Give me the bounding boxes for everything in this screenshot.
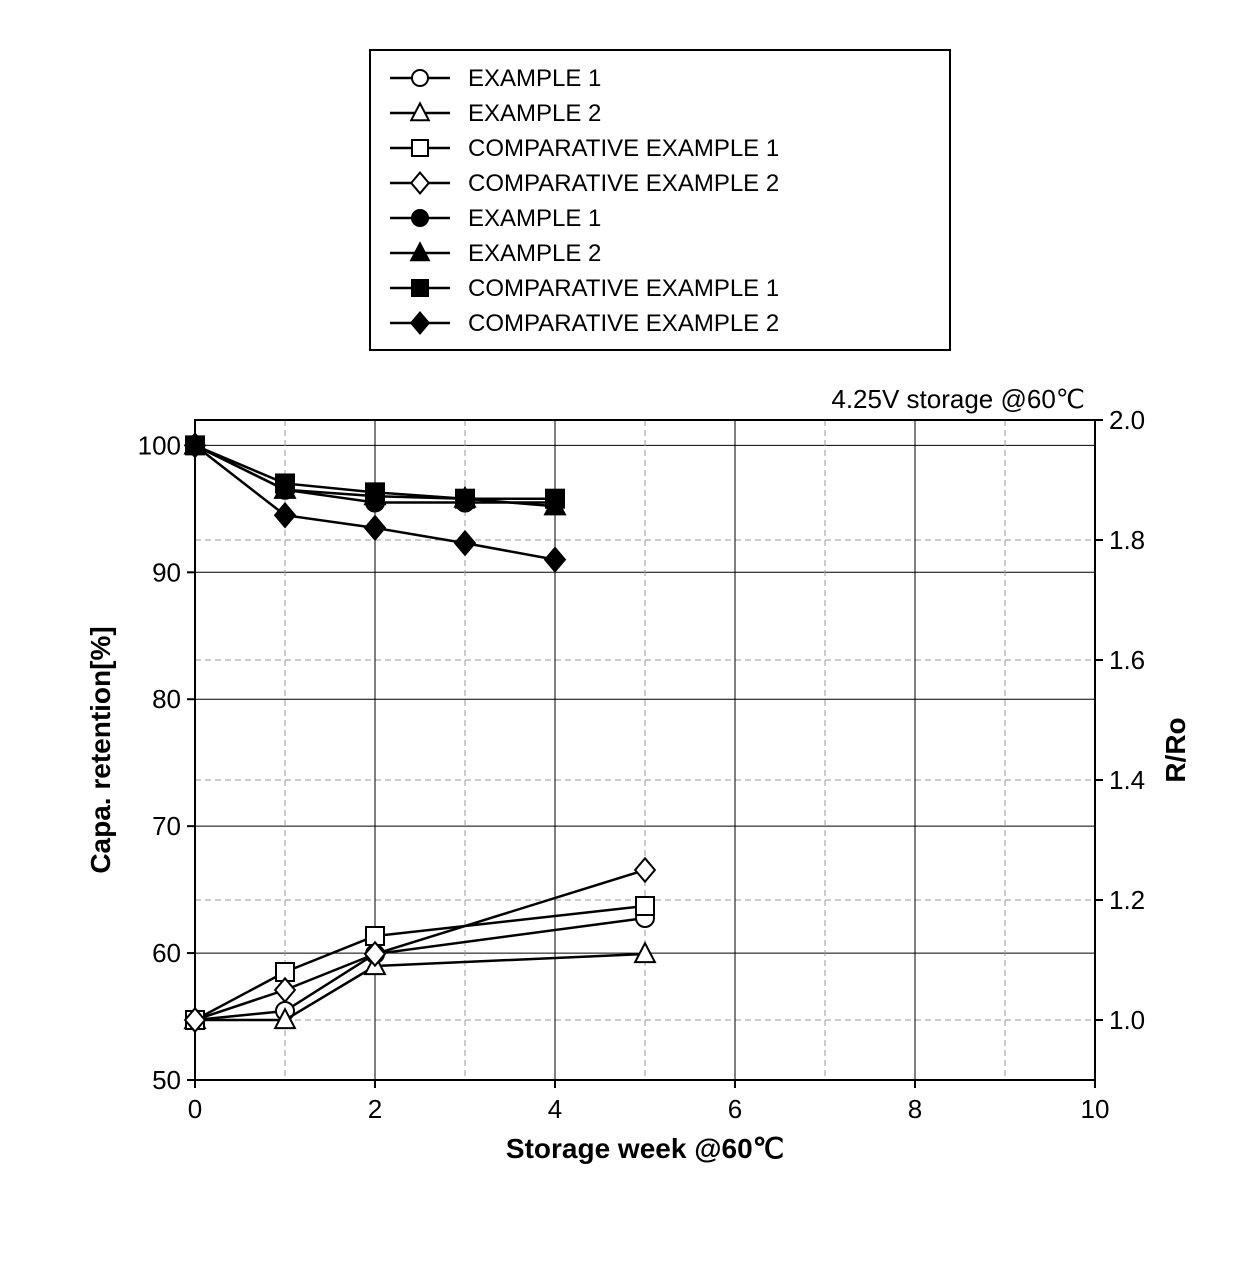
chart-title: 4.25V storage @60℃ (831, 384, 1085, 414)
svg-text:80: 80 (152, 684, 181, 714)
svg-text:2.0: 2.0 (1109, 405, 1145, 435)
svg-text:100: 100 (138, 430, 181, 460)
svg-text:6: 6 (728, 1094, 742, 1124)
svg-text:1.2: 1.2 (1109, 885, 1145, 915)
svg-text:2: 2 (368, 1094, 382, 1124)
legend-label: EXAMPLE 1 (468, 65, 601, 92)
legend-label: COMPARATIVE EXAMPLE 1 (468, 275, 779, 302)
y-axis-right-label: R/Ro (1160, 717, 1191, 782)
legend-label: EXAMPLE 2 (468, 100, 601, 127)
series-open (185, 943, 655, 1028)
svg-text:0: 0 (188, 1094, 202, 1124)
legend-label: COMPARATIVE EXAMPLE 2 (468, 310, 779, 337)
series-open (186, 909, 654, 1029)
svg-text:4: 4 (548, 1094, 562, 1124)
chart-container: { "chart": { "type": "line", "title": "4… (20, 20, 1220, 1247)
svg-text:1.0: 1.0 (1109, 1005, 1145, 1035)
svg-text:1.8: 1.8 (1109, 525, 1145, 555)
svg-text:1.4: 1.4 (1109, 765, 1145, 795)
chart-svg: 0 2 4 6 8 10 50 60 70 80 90 100 1.0 1.2 1.4 1.6 1.8 2.0 St… (20, 20, 1220, 1247)
legend-label: COMPARATIVE EXAMPLE 1 (468, 135, 779, 162)
legend: EXAMPLE 1 EXAMPLE 2 COMPARATIVE EXAMPLE 1 C… (370, 50, 950, 350)
x-axis-label: Storage week @60℃ (506, 1133, 784, 1164)
svg-text:8: 8 (908, 1094, 922, 1124)
svg-text:90: 90 (152, 557, 181, 587)
svg-text:70: 70 (152, 811, 181, 841)
svg-text:10: 10 (1081, 1094, 1110, 1124)
legend-label: EXAMPLE 1 (468, 205, 601, 232)
svg-text:60: 60 (152, 938, 181, 968)
legend-label: EXAMPLE 2 (468, 240, 601, 267)
y-axis-left-label: Capa. retention[%] (85, 626, 116, 873)
series-open (185, 858, 655, 1031)
svg-text:1.6: 1.6 (1109, 645, 1145, 675)
legend-label: COMPARATIVE EXAMPLE 2 (468, 170, 779, 197)
svg-text:50: 50 (152, 1065, 181, 1095)
